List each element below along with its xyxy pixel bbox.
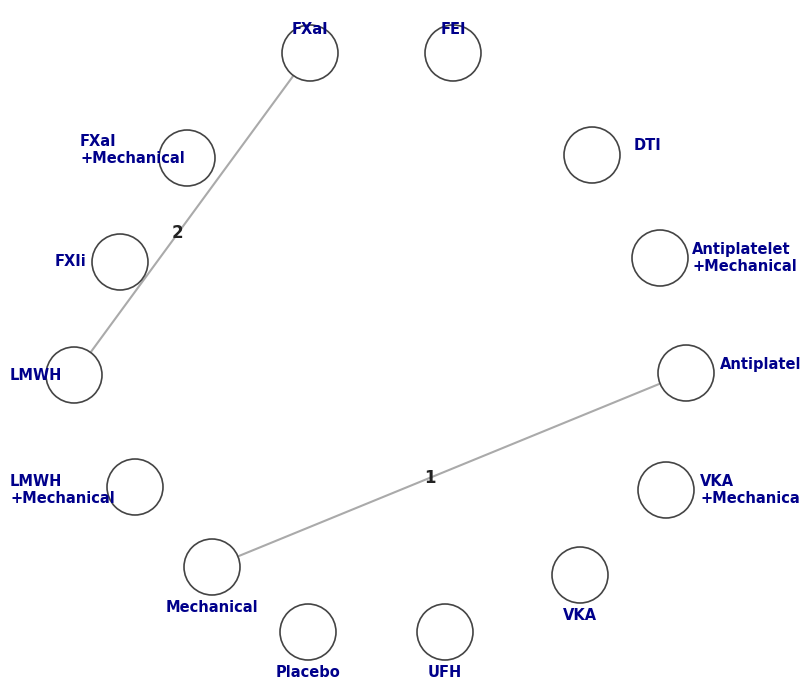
Text: VKA
+Mechanical: VKA +Mechanical: [700, 474, 800, 506]
Text: Antiplatelet: Antiplatelet: [720, 358, 800, 372]
Text: Placebo: Placebo: [276, 665, 340, 680]
Circle shape: [425, 25, 481, 81]
Text: Mechanical: Mechanical: [166, 600, 258, 615]
Text: UFH: UFH: [428, 665, 462, 680]
Circle shape: [638, 462, 694, 518]
Text: LMWH
+Mechanical: LMWH +Mechanical: [10, 474, 114, 506]
Circle shape: [564, 127, 620, 183]
Text: DTI: DTI: [634, 138, 662, 152]
Text: FXaI: FXaI: [292, 22, 328, 37]
Circle shape: [417, 604, 473, 660]
Text: 1: 1: [424, 469, 436, 487]
Circle shape: [552, 547, 608, 603]
Text: FEI: FEI: [440, 22, 466, 37]
Circle shape: [632, 230, 688, 286]
Circle shape: [92, 234, 148, 290]
Circle shape: [280, 604, 336, 660]
Text: 2: 2: [172, 224, 184, 242]
Circle shape: [107, 459, 163, 515]
Circle shape: [46, 347, 102, 403]
Text: FXIi: FXIi: [55, 255, 86, 269]
Text: LMWH: LMWH: [10, 367, 62, 383]
Text: VKA: VKA: [563, 608, 597, 623]
Circle shape: [282, 25, 338, 81]
Text: FXaI
+Mechanical: FXaI +Mechanical: [80, 134, 185, 166]
Circle shape: [159, 130, 215, 186]
Circle shape: [658, 345, 714, 401]
Text: Antiplatelet
+Mechanical: Antiplatelet +Mechanical: [692, 242, 797, 274]
Circle shape: [184, 539, 240, 595]
